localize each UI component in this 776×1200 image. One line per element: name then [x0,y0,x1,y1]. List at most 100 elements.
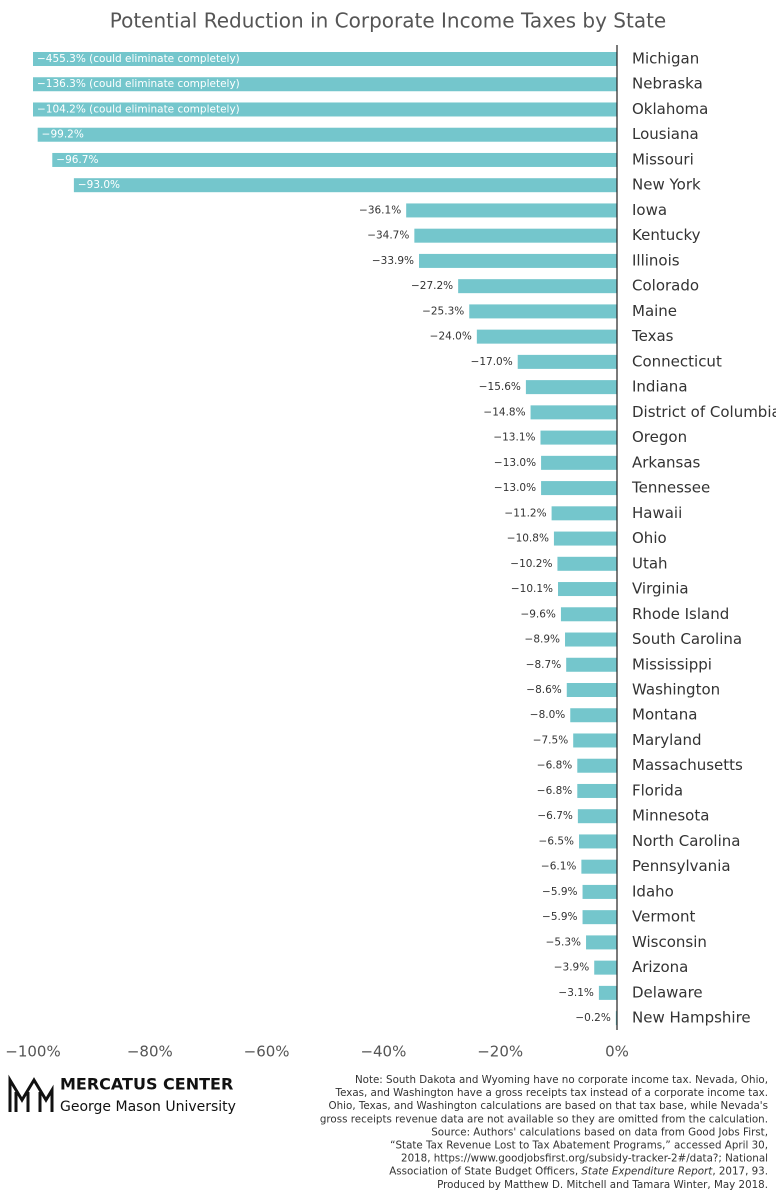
bar [577,783,617,798]
category-label: Rhode Island [632,605,729,623]
bar [565,632,617,647]
data-label: −10.2% [510,558,552,570]
category-label: Wisconsin [632,933,707,951]
data-label: −6.8% [537,760,572,772]
data-label: −34.7% [367,230,409,242]
data-label: −8.0% [530,709,565,721]
bar [419,253,617,268]
bar [566,683,617,697]
bar [579,834,617,849]
data-label: −99.2% [42,129,84,141]
data-label: −9.6% [520,608,555,620]
bar [406,203,617,218]
data-label: −3.9% [554,962,589,974]
x-tick-label: −80% [127,1043,173,1061]
data-label: −15.6% [479,381,521,393]
category-label: Virginia [632,580,689,598]
data-label: −24.0% [430,331,472,343]
footnote-line: Association of State Budget Officers, St… [389,1166,768,1178]
data-label: −104.2% (could eliminate completely) [37,103,240,115]
bar [33,52,617,66]
category-label: Iowa [632,201,667,219]
data-label: −25.3% [422,305,464,317]
bar [558,582,617,597]
logo-name: MERCATUS CENTER [60,1075,233,1094]
data-label: −11.2% [504,507,546,519]
footnote-part: , 2017, 93. [712,1166,768,1178]
data-label: −5.9% [542,911,577,923]
category-label: Tennessee [631,479,710,497]
category-label: Connecticut [632,352,722,370]
category-label: Idaho [632,882,674,900]
category-label: Lousiana [632,125,699,143]
data-label: −3.1% [558,987,593,999]
data-label: −5.9% [542,886,577,898]
chart-title: Potential Reduction in Corporate Income … [110,9,666,33]
category-label: Missouri [632,150,694,168]
footnote-line: Note: South Dakota and Wyoming have no c… [355,1074,768,1086]
category-label: New Hampshire [632,1009,751,1027]
data-label: −13.0% [494,482,536,494]
category-label: Texas [631,327,674,345]
x-tick-label: −100% [5,1043,60,1061]
x-tick-label: 0% [605,1043,629,1061]
bar [37,127,617,142]
data-label: −17.0% [471,356,513,368]
x-tick-label: −20% [477,1043,523,1061]
data-label: −36.1% [359,204,401,216]
data-label: −7.5% [533,734,568,746]
data-label: −6.1% [541,861,576,873]
bar [560,607,617,622]
bar [33,102,617,117]
category-label: Montana [632,706,697,724]
bar [582,884,617,899]
category-label: Colorado [632,277,699,295]
bar [586,935,617,950]
footnote-line: Produced by Matthew D. Mitchell and Tama… [437,1179,768,1191]
bar [540,430,617,445]
bar [553,531,617,546]
category-label: Utah [632,554,668,572]
category-label: Massachusetts [632,756,743,774]
category-label: Florida [632,781,683,799]
category-label: Arizona [632,958,688,976]
category-label: Nebraska [632,75,703,93]
footnote-line: Source: Authors' calculations based on d… [431,1126,768,1138]
data-label: −8.9% [525,634,560,646]
data-label: −8.7% [526,659,561,671]
category-label: Michigan [632,50,699,68]
bar [581,859,617,874]
category-label: South Carolina [632,630,742,648]
bar [570,708,617,723]
bar [33,77,617,92]
data-label: −455.3% (could eliminate completely) [37,53,240,65]
data-label: −93.0% [78,179,120,191]
logo-icon [8,1074,54,1112]
category-label: District of Columbia [632,403,776,421]
data-label: −27.2% [411,280,453,292]
bar [530,405,617,420]
category-label: Kentucky [632,226,701,244]
bar [557,556,617,571]
category-label: North Carolina [632,832,740,850]
bar [577,758,617,773]
category-label: Mississippi [632,655,712,673]
bar [414,228,617,243]
footnote-part: State Expenditure Report [581,1166,713,1178]
bar [551,506,617,521]
data-label: −14.8% [483,406,525,418]
bar [582,910,617,925]
bar [469,304,617,319]
bar [577,809,617,824]
bar [52,152,617,167]
category-label: Maryland [632,731,702,749]
data-label: −13.0% [494,457,536,469]
category-label: New York [632,176,701,194]
footnote-line: Texas, and Washington have a gross recei… [335,1087,768,1099]
category-label: Washington [632,681,720,699]
bar [458,279,617,294]
category-label: Delaware [632,983,703,1001]
footnote-line: gross receipts revenue data are not avai… [320,1113,768,1125]
